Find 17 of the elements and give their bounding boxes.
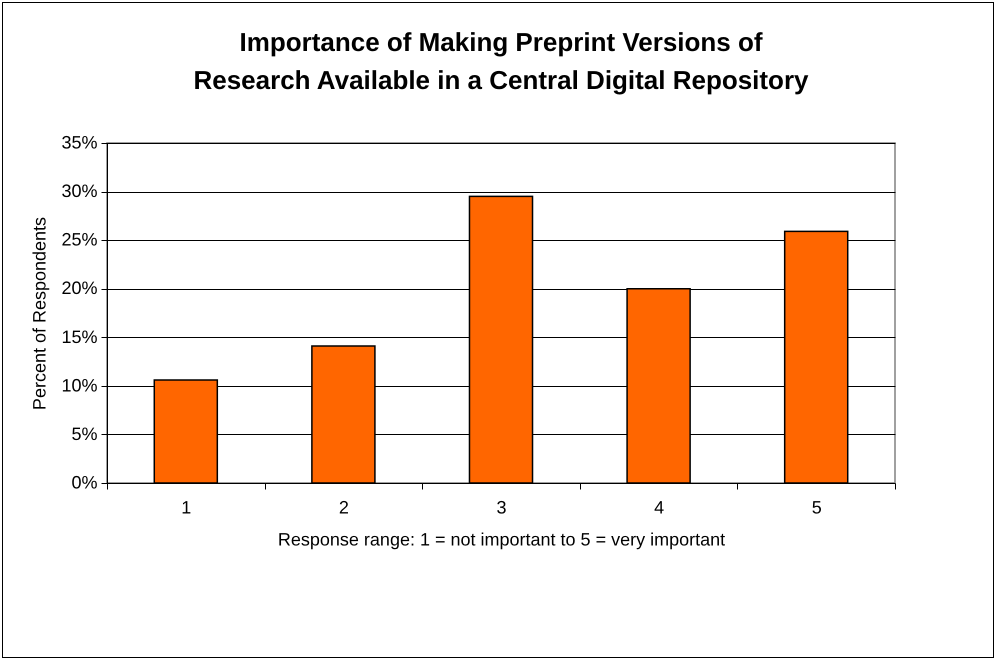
x-tick-label: 2	[338, 498, 349, 518]
y-axis-title: Percent of Respondents	[29, 216, 50, 410]
x-axis-title: Response range: 1 = not important to 5 = very important	[278, 530, 726, 550]
x-tick-label: 5	[812, 498, 822, 518]
text: Research Available in a Central Digital Repository	[193, 65, 809, 95]
y-tick-label: 20%	[61, 278, 98, 298]
x-tick-label: 3	[496, 498, 507, 518]
y-tick-label: 30%	[61, 181, 98, 202]
y-tick-label: 0%	[71, 472, 98, 492]
x-tick-label: 4	[654, 498, 664, 518]
x-tick-label: 1	[181, 498, 192, 518]
y-tick-label: 25%	[61, 230, 98, 250]
y-tick-label: 35%	[61, 132, 98, 152]
y-tick-label: 10%	[61, 375, 98, 396]
y-tick-label: 5%	[71, 424, 98, 444]
y-tick-label: 15%	[61, 326, 98, 347]
text: Importance of Making Preprint Versions of	[240, 27, 762, 57]
